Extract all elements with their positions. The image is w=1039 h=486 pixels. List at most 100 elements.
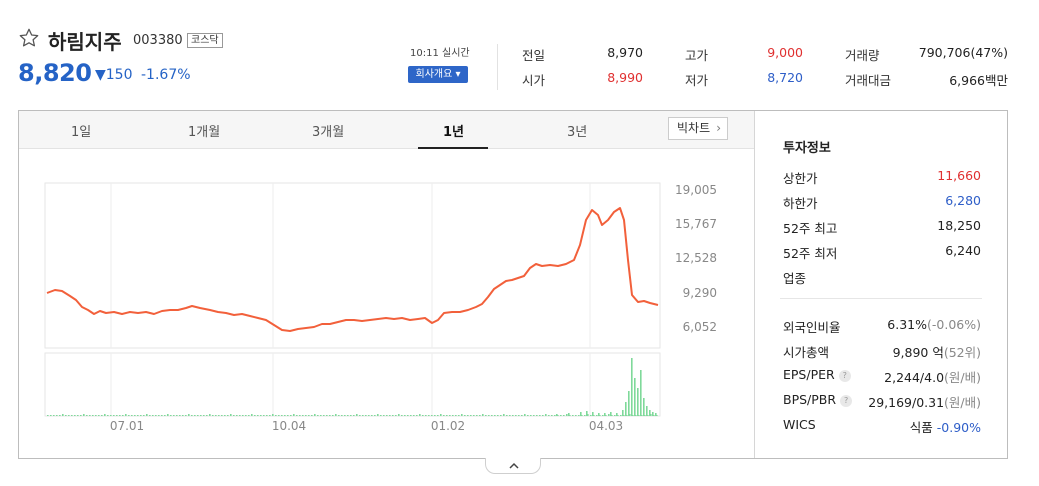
y-tick-label: 6,052 [683, 320, 717, 334]
favorite-star-icon[interactable] [18, 27, 40, 49]
price-chart[interactable]: 19,005 15,767 12,528 9,290 6,052 07.01 10.04 01… [20, 150, 754, 457]
x-tick-label: 10.04 [272, 419, 306, 433]
volume-bar [200, 415, 202, 416]
volume-bar [221, 415, 223, 416]
volume-bar [592, 412, 594, 416]
volume-bar [128, 415, 130, 416]
volume-bar [398, 414, 400, 416]
volume-bar [272, 414, 274, 416]
open-label: 시가 [522, 73, 546, 88]
big-chart-button[interactable]: 빅차트 › [668, 117, 728, 140]
volume-bar [134, 415, 136, 416]
volume-bar [629, 414, 631, 416]
volume-bar [248, 415, 250, 416]
volume-label: 거래량 [845, 48, 880, 63]
volume-bar [308, 415, 310, 416]
volume-bar [320, 415, 322, 416]
volume-bar [643, 398, 645, 416]
volume-bar [323, 415, 325, 416]
volume-bar [296, 415, 298, 416]
volume-bar [275, 415, 277, 416]
volume-bar [152, 415, 154, 416]
volume-bar [236, 415, 238, 416]
volume-bar [428, 415, 430, 416]
volume-bar [632, 415, 634, 416]
volume-bar [512, 415, 514, 416]
tab-1y[interactable]: 1년 [443, 125, 465, 140]
tab-1d[interactable]: 1일 [71, 125, 92, 140]
volume-bar [293, 414, 295, 416]
high-value: 9,000 [767, 45, 803, 60]
volume-bar [197, 415, 199, 416]
collapse-button[interactable] [485, 458, 541, 474]
volume-bar [332, 415, 334, 416]
volume-bar [386, 415, 388, 416]
volume-bar [413, 415, 415, 416]
volume-bar [416, 415, 418, 416]
invest-info-title: 투자정보 [783, 141, 831, 156]
realtime-label: 10:11 실시간 [410, 48, 470, 59]
52w-low-value: 6,240 [945, 243, 981, 258]
52w-high-label: 52주 최고 [783, 221, 838, 236]
volume-bar [446, 415, 448, 416]
volume-bar [569, 415, 571, 416]
volume-bar [380, 415, 382, 416]
sector-label: 업종 [783, 271, 807, 286]
price-change-pct: -1.67% [141, 67, 191, 83]
chevron-right-icon: › [716, 121, 721, 135]
eps-per-label: EPS/PER? [783, 367, 851, 382]
volume-bar [326, 415, 328, 416]
volume-bar [598, 413, 600, 416]
volume-bar [50, 415, 52, 416]
volume-bar [368, 415, 370, 416]
volume-bar [77, 415, 79, 416]
volume-bar [74, 415, 76, 416]
volume-bar [434, 415, 436, 416]
volume-bar [479, 415, 481, 416]
y-tick-label: 19,005 [675, 183, 717, 197]
volume-bar [656, 415, 658, 416]
volume-bar [539, 415, 541, 416]
help-icon[interactable]: ? [840, 395, 853, 407]
volume-bar [317, 415, 319, 416]
volume-bar [572, 415, 574, 416]
52w-high-value: 18,250 [937, 218, 981, 233]
current-price: 8,820 [18, 59, 92, 87]
tab-1m[interactable]: 1개월 [188, 125, 221, 140]
x-tick-label: 07.01 [110, 419, 144, 433]
volume-bar [638, 415, 640, 416]
wics-value[interactable]: 식품 -0.90% [909, 420, 981, 435]
volume-bar [335, 414, 337, 416]
52w-low-label: 52주 최저 [783, 246, 838, 261]
volume-bar [652, 412, 654, 416]
panel-divider [754, 111, 755, 458]
tab-3m[interactable]: 3개월 [312, 125, 345, 140]
volume-bar [614, 415, 616, 416]
volume-bar [113, 415, 115, 416]
volume-bar [359, 415, 361, 416]
tab-3y[interactable]: 3년 [567, 125, 588, 140]
volume-bar [80, 415, 82, 416]
volume-bar [56, 415, 58, 416]
volume-bar [302, 415, 304, 416]
volume-bar [377, 414, 379, 416]
volume-bar [254, 415, 256, 416]
volume-bar [623, 415, 625, 416]
volume-bar [626, 415, 628, 416]
volume-bar [263, 415, 265, 416]
volume-bar [188, 414, 190, 416]
volume-bar [245, 415, 247, 416]
volume-bar [649, 410, 651, 416]
volume-bar [617, 415, 619, 416]
company-overview-button[interactable]: 회사개요 ▾ [408, 66, 468, 83]
help-icon[interactable]: ? [838, 370, 851, 382]
price-change: ▼150 [95, 67, 133, 83]
volume-bar [634, 378, 636, 416]
upper-limit-value: 11,660 [937, 168, 981, 183]
volume-bar [53, 415, 55, 416]
volume-bar [95, 415, 97, 416]
volume-bar [545, 414, 547, 416]
volume-bar [116, 415, 118, 416]
volume-bar [653, 415, 655, 416]
volume-bar [362, 415, 364, 416]
